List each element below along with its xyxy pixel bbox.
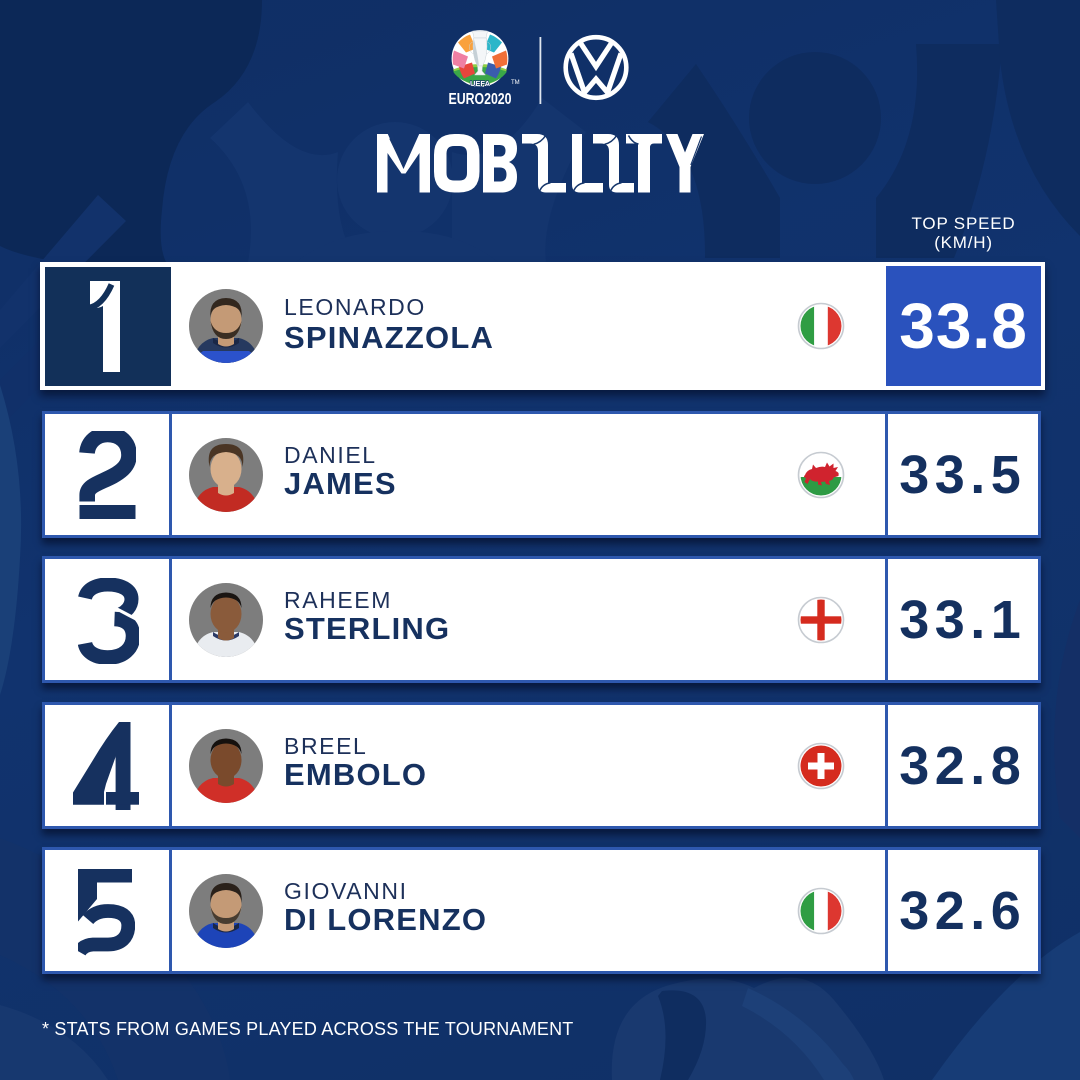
svg-text:UEFA: UEFA xyxy=(470,79,491,88)
svg-text:EURO2020: EURO2020 xyxy=(449,91,512,108)
svg-text:TM: TM xyxy=(511,80,520,86)
